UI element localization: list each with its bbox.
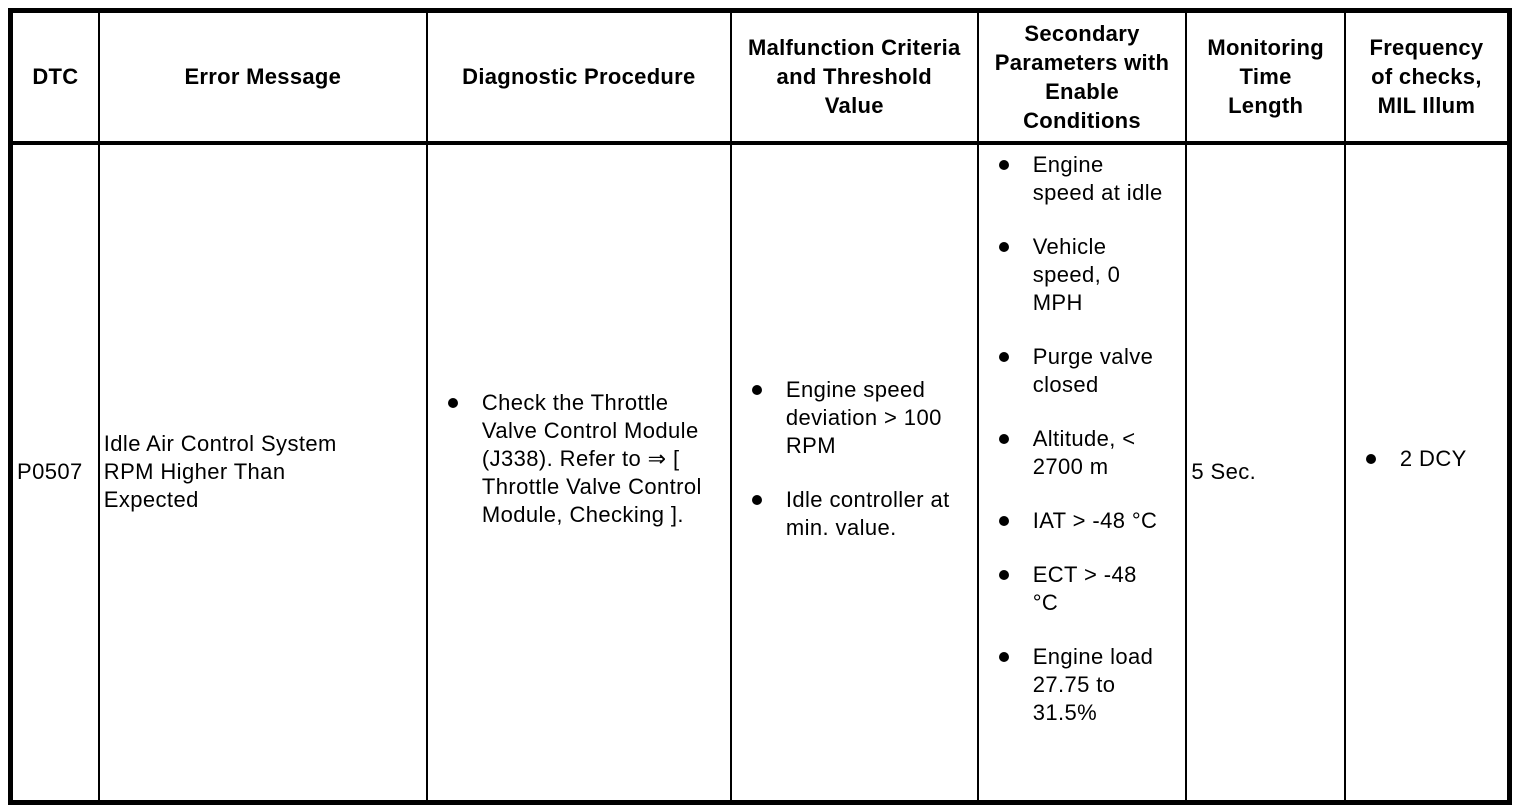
header-monitoring-time: Monitoring Time Length [1185, 9, 1346, 145]
table-row: P0507 Idle Air Control System RPM Higher… [9, 141, 1511, 804]
bullet-icon [751, 495, 762, 506]
header-frequency: Frequency of checks, MIL Illum [1343, 9, 1511, 145]
bullet-icon [1365, 454, 1376, 465]
cell-frequency: 2 DCY [1343, 141, 1511, 804]
dtc-code: P0507 [17, 459, 83, 485]
diagnostic-procedure-list: Check the Throttle Valve Control Module … [429, 389, 729, 529]
list-item: Check the Throttle Valve Control Module … [432, 389, 726, 529]
list-item: Engine load 27.75 to 31.5% [983, 643, 1182, 727]
bullet-icon [998, 651, 1009, 662]
bullet-icon [998, 159, 1009, 170]
bullet-icon [751, 385, 762, 396]
cell-secondary-parameters: Engine speed at idle Vehicle speed, 0 MP… [976, 141, 1188, 804]
list-item: Idle controller at min. value. [736, 486, 973, 542]
list-item: Purge valve closed [983, 343, 1182, 399]
cell-dtc: P0507 [9, 141, 100, 804]
frequency-list: 2 DCY [1347, 445, 1507, 473]
list-item-text: Purge valve closed [1032, 343, 1154, 397]
list-item-text: ECT > -48 °C [1032, 561, 1137, 615]
list-item-text: IAT > -48 °C [1032, 507, 1158, 533]
list-item-text: Check the Throttle Valve Control Module … [481, 390, 702, 528]
list-item-text: Altitude, < 2700 m [1032, 425, 1136, 479]
error-message-text: Idle Air Control System RPM Higher Than … [103, 431, 337, 513]
list-item: Engine speed deviation > 100 RPM [736, 376, 973, 460]
list-item-text: 2 DCY [1399, 446, 1467, 472]
list-item-text: Engine load 27.75 to 31.5% [1032, 643, 1154, 725]
header-diagnostic-procedure: Diagnostic Procedure [425, 9, 732, 145]
malfunction-criteria-list: Engine speed deviation > 100 RPM Idle co… [733, 376, 976, 542]
list-item: Engine speed at idle [983, 151, 1182, 207]
bullet-icon [998, 351, 1009, 362]
cell-malfunction-criteria: Engine speed deviation > 100 RPM Idle co… [729, 141, 979, 804]
header-malfunction-criteria: Malfunction Criteria and Threshold Value [729, 9, 979, 145]
header-error-message: Error Message [97, 9, 428, 145]
list-item: Vehicle speed, 0 MPH [983, 233, 1182, 317]
bullet-icon [447, 398, 458, 409]
cell-error-message: Idle Air Control System RPM Higher Than … [97, 141, 428, 804]
list-item: IAT > -48 °C [983, 507, 1182, 535]
bullet-icon [998, 569, 1009, 580]
bullet-icon [998, 515, 1009, 526]
list-item-text: Vehicle speed, 0 MPH [1032, 233, 1121, 315]
list-item: ECT > -48 °C [983, 561, 1182, 617]
monitoring-time-text: 5 Sec. [1191, 459, 1257, 485]
bullet-icon [998, 241, 1009, 252]
list-item: Altitude, < 2700 m [983, 425, 1182, 481]
list-item: 2 DCY [1350, 445, 1503, 473]
bullet-icon [998, 433, 1009, 444]
list-item-text: Engine speed deviation > 100 RPM [785, 377, 942, 459]
list-item-text: Idle controller at min. value. [785, 487, 950, 541]
list-item-text: Engine speed at idle [1032, 151, 1163, 205]
table-header-row: DTC Error Message Diagnostic Procedure M… [9, 9, 1511, 145]
cell-diagnostic-procedure: Check the Throttle Valve Control Module … [425, 141, 732, 804]
dtc-table: DTC Error Message Diagnostic Procedure M… [8, 8, 1512, 805]
header-secondary-parameters: Secondary Parameters with Enable Conditi… [976, 9, 1188, 145]
secondary-parameters-list: Engine speed at idle Vehicle speed, 0 MP… [980, 145, 1185, 727]
cell-monitoring-time: 5 Sec. [1185, 141, 1346, 804]
header-dtc: DTC [9, 9, 100, 145]
